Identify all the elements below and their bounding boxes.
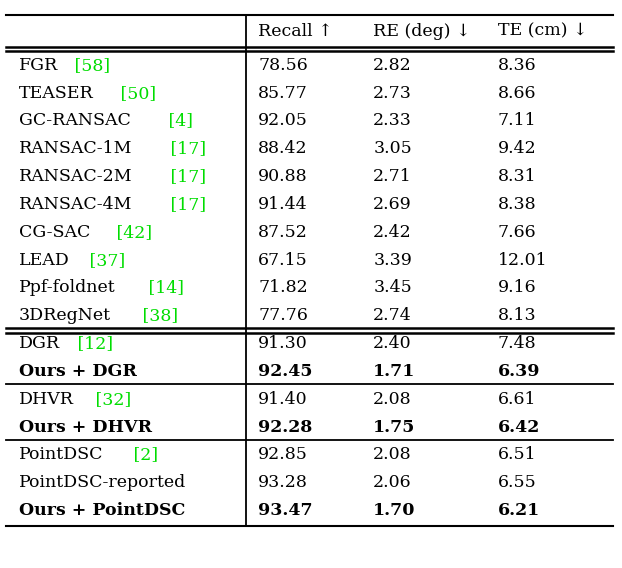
Text: 2.33: 2.33 (373, 112, 412, 130)
Text: [2]: [2] (128, 446, 158, 463)
Text: 92.45: 92.45 (258, 363, 313, 380)
Text: LEAD: LEAD (19, 252, 70, 269)
Text: 9.16: 9.16 (498, 279, 536, 296)
Text: [4]: [4] (163, 112, 193, 130)
Text: 6.51: 6.51 (498, 446, 536, 463)
Text: TEASER: TEASER (19, 85, 93, 102)
Text: TE (cm) ↓: TE (cm) ↓ (498, 23, 587, 40)
Text: [58]: [58] (69, 57, 111, 74)
Text: 92.28: 92.28 (258, 419, 312, 436)
Text: 87.52: 87.52 (258, 224, 308, 241)
Text: 2.42: 2.42 (373, 224, 412, 241)
Text: 71.82: 71.82 (258, 279, 308, 296)
Text: 8.38: 8.38 (498, 196, 536, 213)
Text: 3.05: 3.05 (373, 140, 412, 157)
Text: 6.39: 6.39 (498, 363, 540, 380)
Text: 9.42: 9.42 (498, 140, 536, 157)
Text: RANSAC-4M: RANSAC-4M (19, 196, 132, 213)
Text: 2.40: 2.40 (373, 335, 412, 352)
Text: 90.88: 90.88 (258, 168, 308, 185)
Text: 7.11: 7.11 (498, 112, 536, 130)
Text: 93.28: 93.28 (258, 474, 308, 491)
Text: 6.42: 6.42 (498, 419, 540, 436)
Text: 1.71: 1.71 (373, 363, 415, 380)
Text: 2.82: 2.82 (373, 57, 412, 74)
Text: 8.66: 8.66 (498, 85, 536, 102)
Text: [32]: [32] (90, 391, 131, 408)
Text: 92.05: 92.05 (258, 112, 308, 130)
Text: 8.13: 8.13 (498, 307, 536, 324)
Text: Recall ↑: Recall ↑ (258, 23, 333, 40)
Text: 67.15: 67.15 (258, 252, 308, 269)
Text: RANSAC-2M: RANSAC-2M (19, 168, 132, 185)
Text: [17]: [17] (165, 196, 207, 213)
Text: RE (deg) ↓: RE (deg) ↓ (373, 23, 471, 40)
Text: Ppf-foldnet: Ppf-foldnet (19, 279, 115, 296)
Text: 85.77: 85.77 (258, 85, 308, 102)
Text: 2.08: 2.08 (373, 446, 412, 463)
Text: Ours + DGR: Ours + DGR (19, 363, 137, 380)
Text: 2.08: 2.08 (373, 391, 412, 408)
Text: 2.06: 2.06 (373, 474, 412, 491)
Text: [37]: [37] (84, 252, 126, 269)
Text: RANSAC-1M: RANSAC-1M (19, 140, 132, 157)
Text: Ours + PointDSC: Ours + PointDSC (19, 502, 185, 519)
Text: DHVR: DHVR (19, 391, 73, 408)
Text: 6.21: 6.21 (498, 502, 540, 519)
Text: 6.61: 6.61 (498, 391, 536, 408)
Text: 7.48: 7.48 (498, 335, 536, 352)
Text: 2.74: 2.74 (373, 307, 412, 324)
Text: FGR: FGR (19, 57, 58, 74)
Text: [14]: [14] (143, 279, 184, 296)
Text: 91.44: 91.44 (258, 196, 308, 213)
Text: 6.55: 6.55 (498, 474, 536, 491)
Text: 1.70: 1.70 (373, 502, 415, 519)
Text: 88.42: 88.42 (258, 140, 308, 157)
Text: 78.56: 78.56 (258, 57, 308, 74)
Text: 91.40: 91.40 (258, 391, 308, 408)
Text: CG-SAC: CG-SAC (19, 224, 90, 241)
Text: 2.73: 2.73 (373, 85, 412, 102)
Text: 93.47: 93.47 (258, 502, 313, 519)
Text: PointDSC: PointDSC (19, 446, 103, 463)
Text: 1.75: 1.75 (373, 419, 415, 436)
Text: [17]: [17] (165, 140, 207, 157)
Text: 77.76: 77.76 (258, 307, 308, 324)
Text: 3DRegNet: 3DRegNet (19, 307, 111, 324)
Text: [50]: [50] (115, 85, 156, 102)
Text: [12]: [12] (72, 335, 113, 352)
Text: 92.85: 92.85 (258, 446, 308, 463)
Text: 2.71: 2.71 (373, 168, 412, 185)
Text: GC-RANSAC: GC-RANSAC (19, 112, 131, 130)
Text: PointDSC-reported: PointDSC-reported (19, 474, 186, 491)
Text: 3.39: 3.39 (373, 252, 412, 269)
Text: 12.01: 12.01 (498, 252, 547, 269)
Text: 3.45: 3.45 (373, 279, 412, 296)
Text: DGR: DGR (19, 335, 60, 352)
Text: 91.30: 91.30 (258, 335, 308, 352)
Text: 8.31: 8.31 (498, 168, 536, 185)
Text: 8.36: 8.36 (498, 57, 536, 74)
Text: [42]: [42] (111, 224, 152, 241)
Text: 7.66: 7.66 (498, 224, 536, 241)
Text: [38]: [38] (137, 307, 179, 324)
Text: [17]: [17] (165, 168, 207, 185)
Text: 2.69: 2.69 (373, 196, 412, 213)
Text: Ours + DHVR: Ours + DHVR (19, 419, 152, 436)
